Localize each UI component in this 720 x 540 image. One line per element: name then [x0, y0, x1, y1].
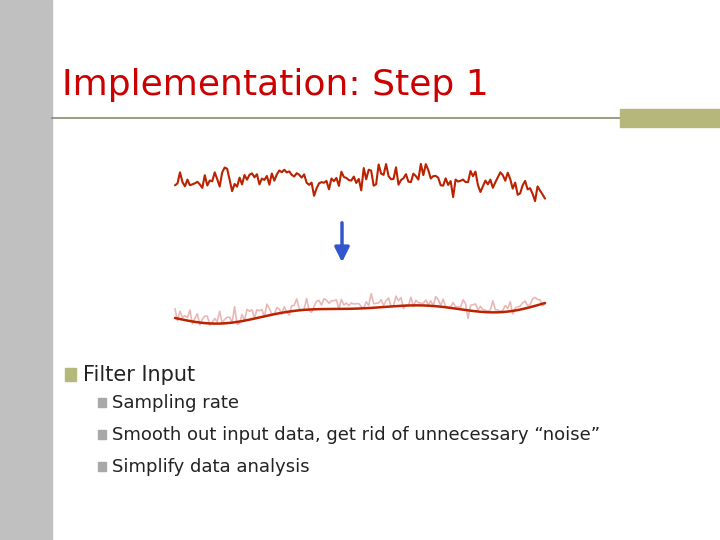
Text: Filter Input: Filter Input — [83, 365, 195, 385]
Bar — [65, 368, 76, 381]
Bar — [98, 398, 106, 407]
Text: Sampling rate: Sampling rate — [112, 394, 239, 412]
Text: Implementation: Step 1: Implementation: Step 1 — [62, 68, 489, 102]
Bar — [620, 109, 720, 127]
Text: Smooth out input data, get rid of unnecessary “noise”: Smooth out input data, get rid of unnece… — [112, 426, 600, 444]
Text: Simplify data analysis: Simplify data analysis — [112, 458, 310, 476]
Bar — [98, 462, 106, 471]
Bar — [98, 430, 106, 439]
Bar — [0, 0, 52, 540]
